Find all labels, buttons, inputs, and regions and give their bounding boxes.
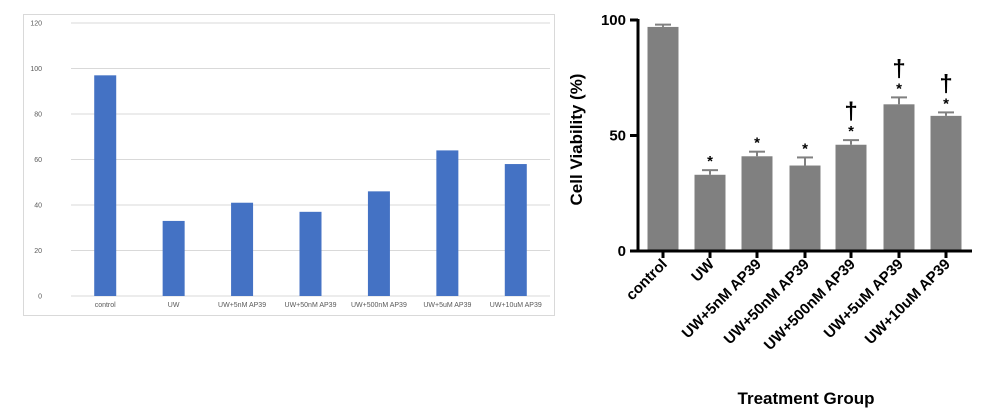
bar-uw-10um-ap39 xyxy=(505,164,527,296)
y-tick-label-100: 100 xyxy=(601,12,626,29)
y-tick-label-20: 20 xyxy=(34,248,42,255)
bar-uw-5um-ap39 xyxy=(436,150,458,296)
x-axis-title: Treatment Group xyxy=(738,389,875,408)
significance-star-uw-10um-ap39: * xyxy=(943,95,949,112)
y-tick-label-40: 40 xyxy=(34,203,42,210)
x-tick-label-uw-50nm-ap39: UW+50nM AP39 xyxy=(285,302,337,309)
x-tick-label-uw-5um-ap39: UW+5uM AP39 xyxy=(423,302,471,309)
x-tick-label-uw-500nm-ap39: UW+500nM AP39 xyxy=(351,302,407,309)
y-tick-label-0: 0 xyxy=(618,243,626,260)
y-tick-label-100: 100 xyxy=(30,66,42,73)
excel-bar-chart: 0 20 40 60 80 100 120 control UW UW+5nM AP39 UW+50… xyxy=(24,15,554,315)
significance-star-uw-5nm-ap39: * xyxy=(754,135,760,152)
x-tick-label-uw-50nm-ap39: UW+50nM AP39 xyxy=(721,256,813,348)
bar-uw xyxy=(695,175,726,251)
significance-star-uw: * xyxy=(707,153,713,170)
x-tick-label-uw-10um-ap39: UW+10uM AP39 xyxy=(862,256,954,348)
bar-uw-500nm-ap39 xyxy=(836,145,867,251)
significance-star-uw-5um-ap39: * xyxy=(896,80,902,97)
bar-control xyxy=(648,27,679,251)
y-tick-label-120: 120 xyxy=(30,21,42,28)
bar-uw-5nm-ap39 xyxy=(231,203,253,296)
significance-dagger-uw-500nm-ap39: † xyxy=(844,98,857,125)
bar-uw-10um-ap39 xyxy=(931,116,962,251)
significance-dagger-uw-5um-ap39: † xyxy=(892,55,905,82)
y-tick-label-50: 50 xyxy=(609,128,626,145)
bar-uw-50nm-ap39 xyxy=(300,212,322,296)
bar-uw-5nm-ap39 xyxy=(742,156,773,251)
excel-chart-panel: 0 20 40 60 80 100 120 control UW UW+5nM AP39 UW+50… xyxy=(23,14,555,316)
y-axis-title: Cell Viability (%) xyxy=(567,74,586,206)
bar-control xyxy=(94,75,116,296)
bar-uw-500nm-ap39 xyxy=(368,191,390,296)
prism-chart-panel: * * * * † * † * † 0 50 100 control UW UW+5nM AP39 UW+50… xyxy=(560,0,1000,412)
x-tick-label-uw-5nm-ap39: UW+5nM AP39 xyxy=(218,302,266,309)
x-tick-label-uw: UW xyxy=(688,255,718,285)
significance-star-uw-500nm-ap39: * xyxy=(848,123,854,140)
bar-uw-5um-ap39 xyxy=(884,104,915,251)
y-tick-label-80: 80 xyxy=(34,112,42,119)
y-tick-label-0: 0 xyxy=(38,294,42,301)
significance-dagger-uw-10um-ap39: † xyxy=(939,70,952,97)
x-tick-label-control: control xyxy=(95,302,116,309)
significance-star-uw-50nm-ap39: * xyxy=(802,140,808,157)
x-tick-label-uw: UW xyxy=(168,302,180,309)
bar-uw-50nm-ap39 xyxy=(790,166,821,251)
bar-uw xyxy=(163,221,185,296)
y-tick-label-60: 60 xyxy=(34,157,42,164)
x-tick-label-uw-10um-ap39: UW+10uM AP39 xyxy=(490,302,542,309)
x-tick-label-control: control xyxy=(623,256,671,304)
